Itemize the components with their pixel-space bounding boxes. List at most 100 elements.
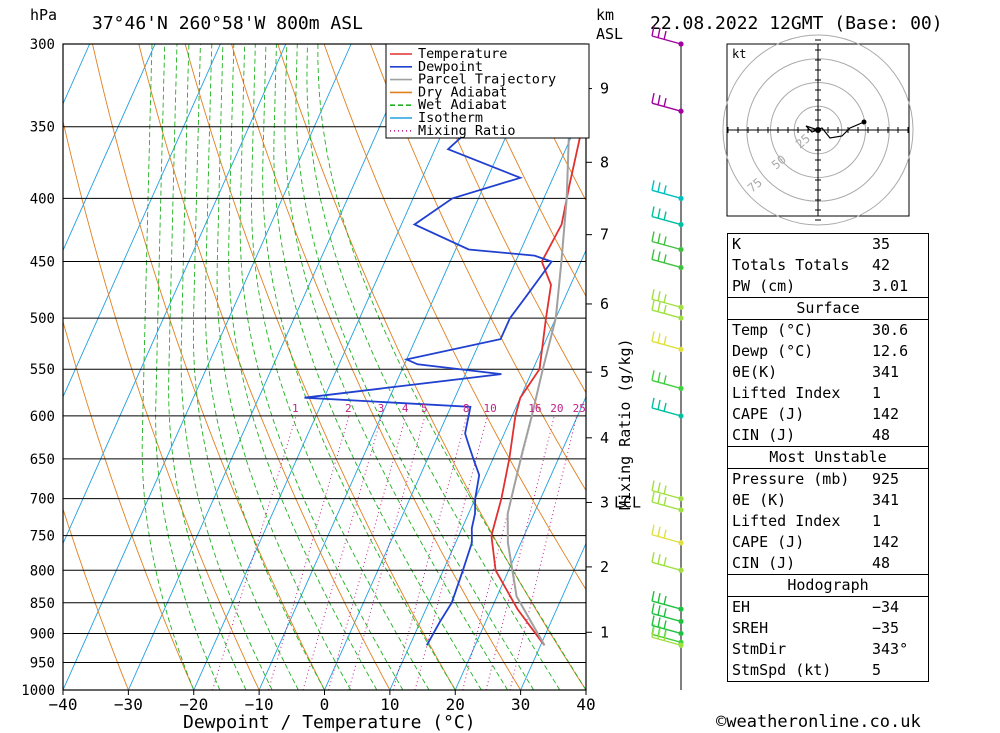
- mixing-ratio-label: 20: [550, 402, 563, 415]
- wind-barb: [651, 491, 682, 511]
- table-row-value: 42: [872, 256, 891, 274]
- wind-barb: [651, 615, 682, 635]
- pressure-tick-label: 300: [30, 37, 55, 53]
- wind-barb: [651, 590, 682, 610]
- table-row-label: CIN (J): [732, 554, 796, 572]
- mixing-ratio-label: 16: [528, 402, 541, 415]
- table-row-label: PW (cm): [732, 277, 796, 295]
- x-tick-label: −10: [245, 695, 274, 714]
- table-row-label: Dewp (°C): [732, 342, 814, 360]
- wind-barb: [651, 249, 682, 269]
- wet-adiabat-line: [141, 44, 195, 690]
- wind-barb: [651, 93, 682, 112]
- datetime-title: 22.08.2022 12GMT (Base: 00): [650, 13, 943, 34]
- indices-table: K 35 Totals Totals 42 PW (cm) 3.01 Surface Tem…: [727, 233, 929, 682]
- x-tick-label: 40: [576, 695, 595, 714]
- wind-barb: [651, 25, 682, 45]
- dry-adiabat-line: [63, 507, 129, 690]
- wet-adiabat-line: [180, 44, 273, 690]
- table-row-value: 925: [872, 470, 900, 488]
- mixing-ratio-line: [212, 415, 297, 690]
- table-row-label: StmDir: [732, 640, 787, 658]
- km-tick-label: 1: [600, 623, 609, 641]
- km-tick-label: 3: [600, 493, 609, 511]
- legend-label: Temperature: [418, 46, 507, 62]
- x-tick-label: 0: [320, 695, 330, 714]
- hodograph-unit: kt: [732, 47, 746, 61]
- pressure-tick-label: 550: [30, 362, 55, 378]
- table-row-value: 142: [872, 533, 900, 551]
- mixing-ratio-line: [348, 415, 426, 690]
- table-row-value: 1: [872, 384, 882, 402]
- pressure-tick-label: 1000: [21, 683, 55, 699]
- km-tick-label: 6: [600, 295, 609, 313]
- plot-grid: [63, 44, 1000, 690]
- table-row-label: SREH: [732, 619, 769, 637]
- legend-label: Dewpoint: [418, 59, 483, 75]
- wind-barb: [651, 231, 682, 251]
- legend-label: Parcel Trajectory: [418, 72, 556, 88]
- table-row-value: 35: [872, 235, 891, 253]
- table-row-value: 48: [872, 554, 891, 572]
- mixing-ratio-label: 1: [292, 402, 299, 415]
- table-row-label: Totals Totals: [732, 256, 850, 274]
- x-tick-label: −40: [49, 695, 78, 714]
- wind-barb: [651, 627, 682, 646]
- hpa-label: hPa: [30, 6, 57, 24]
- table-row-value: −34: [872, 598, 900, 616]
- profile-series: [304, 44, 586, 646]
- km-tick-label: 7: [600, 226, 609, 244]
- series-line-temperature: [490, 44, 586, 646]
- isotherm-line: [63, 44, 156, 252]
- wind-level-dot: [678, 630, 684, 637]
- legend-label: Dry Adiabat: [418, 84, 507, 100]
- mixing-ratio-line: [267, 415, 350, 690]
- dry-adiabat-line: [973, 44, 1000, 690]
- pressure-tick-label: 700: [30, 492, 55, 508]
- series-line-dewpoint: [304, 72, 586, 646]
- km-label: km: [596, 6, 614, 24]
- table-row: SREH −35: [728, 618, 928, 639]
- footer-credit: ©weatheronline.co.uk: [716, 712, 921, 732]
- isotherm-line: [193, 44, 483, 690]
- isotherm-line: [258, 44, 548, 690]
- dry-adiabat-line: [63, 119, 260, 690]
- pressure-tick-label: 600: [30, 409, 55, 425]
- km-tick-label: 8: [600, 153, 609, 171]
- table-row-value: 3.01: [872, 277, 909, 295]
- isotherm-line: [63, 44, 352, 690]
- table-row-value: 142: [872, 405, 900, 423]
- wind-level-dot: [678, 618, 684, 625]
- wet-adiabat-line: [284, 44, 508, 690]
- table-row-value: 5: [872, 661, 882, 679]
- hodograph-endpoint: [861, 119, 867, 125]
- table-row: K 35: [728, 234, 928, 255]
- wind-barb: [651, 206, 682, 226]
- wind-barb: [651, 480, 682, 500]
- table-row-value: 48: [872, 426, 891, 444]
- x-tick-label: −20: [179, 695, 208, 714]
- asl-label: ASL: [596, 25, 623, 43]
- table-row: CIN (J) 48: [728, 425, 928, 446]
- table-row: CAPE (J) 142: [728, 532, 928, 553]
- table-row-label: CIN (J): [732, 426, 796, 444]
- pressure-tick-label: 450: [30, 255, 55, 271]
- table-row-value: 12.6: [872, 342, 909, 360]
- mixing-ratio-label: 10: [483, 402, 496, 415]
- table-row: EH −34: [728, 597, 928, 618]
- km-tick-label: 4: [600, 429, 609, 447]
- wet-adiabat-line: [216, 44, 352, 690]
- wet-adiabat-line: [317, 44, 586, 690]
- table-row-label: CAPE (J): [732, 405, 805, 423]
- table-row-label: K: [732, 235, 742, 253]
- mixing-ratio-label: 3: [378, 402, 385, 415]
- isotherm-line: [127, 44, 417, 690]
- table-row: Totals Totals 42: [728, 255, 928, 276]
- legend-label: Mixing Ratio: [418, 123, 516, 139]
- table-row: CIN (J) 48: [728, 553, 928, 574]
- wet-adiabat-line: [262, 44, 456, 690]
- series-line-parcel-trajectory: [506, 44, 575, 646]
- isotherm-line: [520, 542, 586, 690]
- dry-adiabat-line: [926, 44, 1000, 690]
